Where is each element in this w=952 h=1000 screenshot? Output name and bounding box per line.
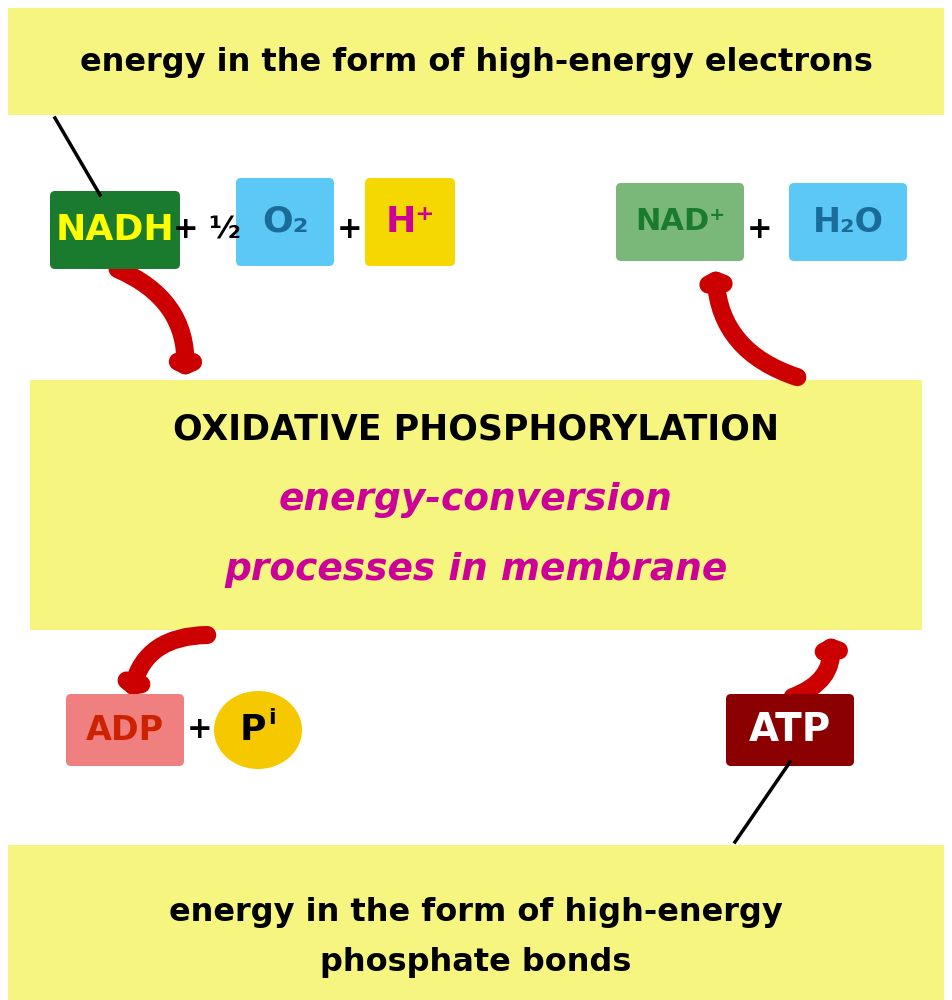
Text: + ½: + ½ — [173, 216, 241, 244]
Text: OXIDATIVE PHOSPHORYLATION: OXIDATIVE PHOSPHORYLATION — [173, 413, 779, 447]
FancyBboxPatch shape — [616, 183, 744, 261]
Text: O₂: O₂ — [262, 205, 308, 239]
Text: P: P — [240, 713, 267, 747]
FancyBboxPatch shape — [789, 183, 907, 261]
FancyBboxPatch shape — [50, 191, 180, 269]
Text: ADP: ADP — [86, 714, 164, 746]
Text: ATP: ATP — [749, 711, 831, 749]
Text: NAD⁺: NAD⁺ — [635, 208, 725, 236]
Text: energy in the form of high-energy: energy in the form of high-energy — [169, 896, 783, 928]
Text: H⁺: H⁺ — [386, 205, 435, 239]
FancyBboxPatch shape — [66, 694, 184, 766]
FancyBboxPatch shape — [726, 694, 854, 766]
FancyBboxPatch shape — [236, 178, 334, 266]
FancyBboxPatch shape — [30, 380, 922, 630]
Ellipse shape — [214, 691, 302, 769]
Text: +: + — [747, 216, 773, 244]
Text: NADH: NADH — [55, 213, 174, 247]
Text: H₂O: H₂O — [813, 206, 883, 238]
Text: i: i — [268, 708, 276, 728]
FancyBboxPatch shape — [365, 178, 455, 266]
Text: +: + — [337, 216, 363, 244]
Text: +: + — [188, 716, 213, 744]
Text: processes in membrane: processes in membrane — [225, 552, 727, 588]
Text: energy in the form of high-energy electrons: energy in the form of high-energy electr… — [80, 46, 872, 78]
FancyBboxPatch shape — [8, 845, 944, 1000]
Text: energy-conversion: energy-conversion — [279, 482, 673, 518]
Text: phosphate bonds: phosphate bonds — [320, 946, 632, 978]
FancyBboxPatch shape — [8, 8, 944, 115]
